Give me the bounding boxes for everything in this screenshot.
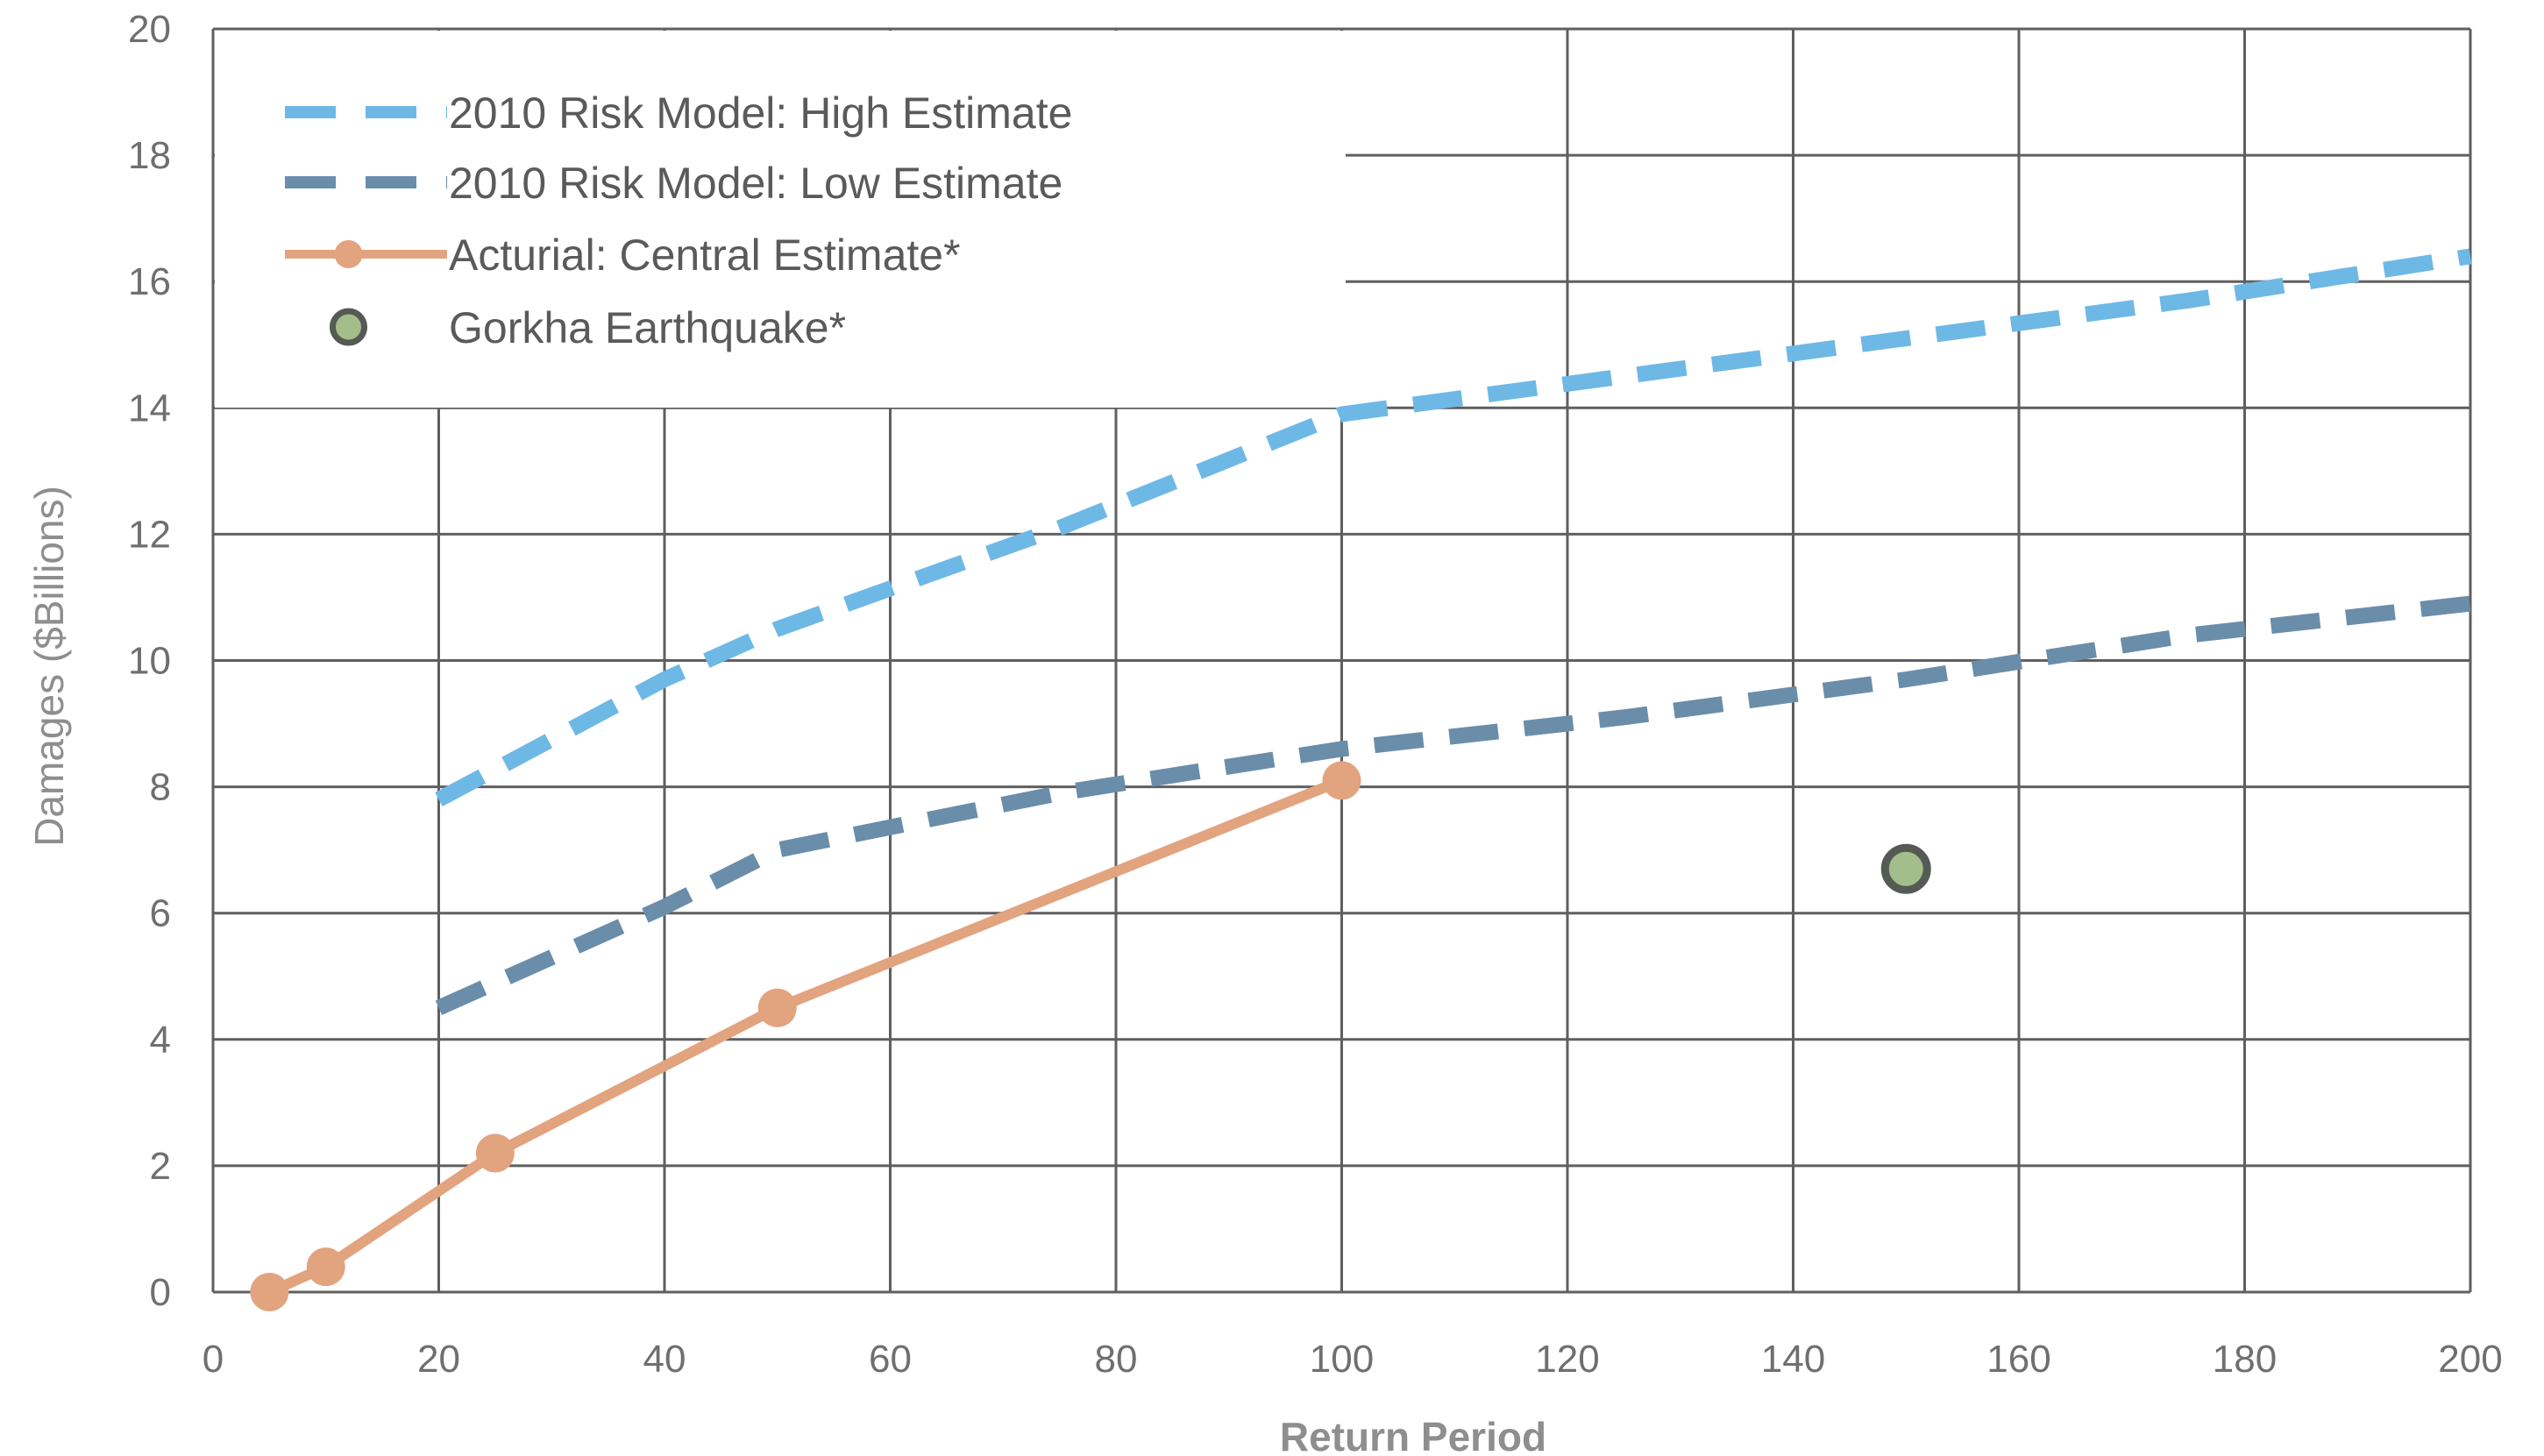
x-tick-label: 40 xyxy=(643,1338,686,1381)
y-tick-label: 0 xyxy=(150,1271,171,1314)
data-point xyxy=(1880,843,1931,894)
y-axis-title: Damages ($Billions) xyxy=(26,486,72,847)
x-tick-label: 20 xyxy=(417,1338,460,1381)
legend-label: Gorkha Earthquake* xyxy=(449,303,846,352)
data-point xyxy=(475,1133,515,1173)
y-tick-label: 12 xyxy=(128,513,171,556)
series-3 xyxy=(1880,843,1931,894)
data-point xyxy=(250,1273,289,1311)
legend-marker xyxy=(330,308,367,346)
series-line xyxy=(435,595,2472,1015)
series-2 xyxy=(250,761,1361,1311)
x-tick-label: 120 xyxy=(1535,1338,1599,1381)
y-tick-label: 4 xyxy=(150,1019,171,1062)
legend-item-0: 2010 Risk Model: High Estimate xyxy=(285,89,1072,138)
legend-item-3: Gorkha Earthquake* xyxy=(330,303,846,352)
legend-marker xyxy=(334,240,363,268)
x-tick-label: 160 xyxy=(1986,1338,2050,1381)
x-tick-label: 140 xyxy=(1761,1338,1825,1381)
data-point xyxy=(757,988,797,1027)
x-axis-title: Return Period xyxy=(1280,1414,1546,1456)
x-tick-label: 0 xyxy=(203,1338,224,1381)
x-tick-label: 100 xyxy=(1310,1338,1374,1381)
x-tick-label: 200 xyxy=(2438,1338,2502,1381)
x-tick-label: 180 xyxy=(2213,1338,2277,1381)
y-tick-label: 20 xyxy=(128,8,171,51)
x-tick-label: 60 xyxy=(869,1338,912,1381)
y-tick-label: 14 xyxy=(128,387,171,430)
legend-item-2: Acturial: Central Estimate* xyxy=(285,231,961,280)
data-point xyxy=(1322,761,1361,800)
y-tick-label: 2 xyxy=(150,1145,171,1188)
series-0 xyxy=(435,248,2472,806)
y-tick-label: 10 xyxy=(128,640,171,683)
y-tick-label: 8 xyxy=(150,766,171,809)
series-line xyxy=(435,248,2472,806)
x-tick-label: 80 xyxy=(1095,1338,1138,1381)
legend: 2010 Risk Model: High Estimate 2010 Risk … xyxy=(285,89,1072,352)
y-tick-label: 6 xyxy=(150,892,171,935)
y-tick-label: 18 xyxy=(128,134,171,177)
legend-item-1: 2010 Risk Model: Low Estimate xyxy=(285,159,1062,208)
legend-label: Acturial: Central Estimate* xyxy=(449,231,961,280)
legend-label: 2010 Risk Model: High Estimate xyxy=(449,89,1072,138)
series-line xyxy=(264,775,1347,1297)
legend-label: 2010 Risk Model: Low Estimate xyxy=(449,159,1062,208)
series-1 xyxy=(435,595,2472,1015)
data-point xyxy=(306,1247,345,1287)
y-tick-label: 16 xyxy=(128,260,171,303)
legend-background xyxy=(215,31,1346,408)
series-group xyxy=(250,248,2472,1311)
tick-labels: 0 20 40 60 80 100 120 140 160 180 200 0 2 4 6 8 10 12 14 16… xyxy=(128,8,2503,1381)
